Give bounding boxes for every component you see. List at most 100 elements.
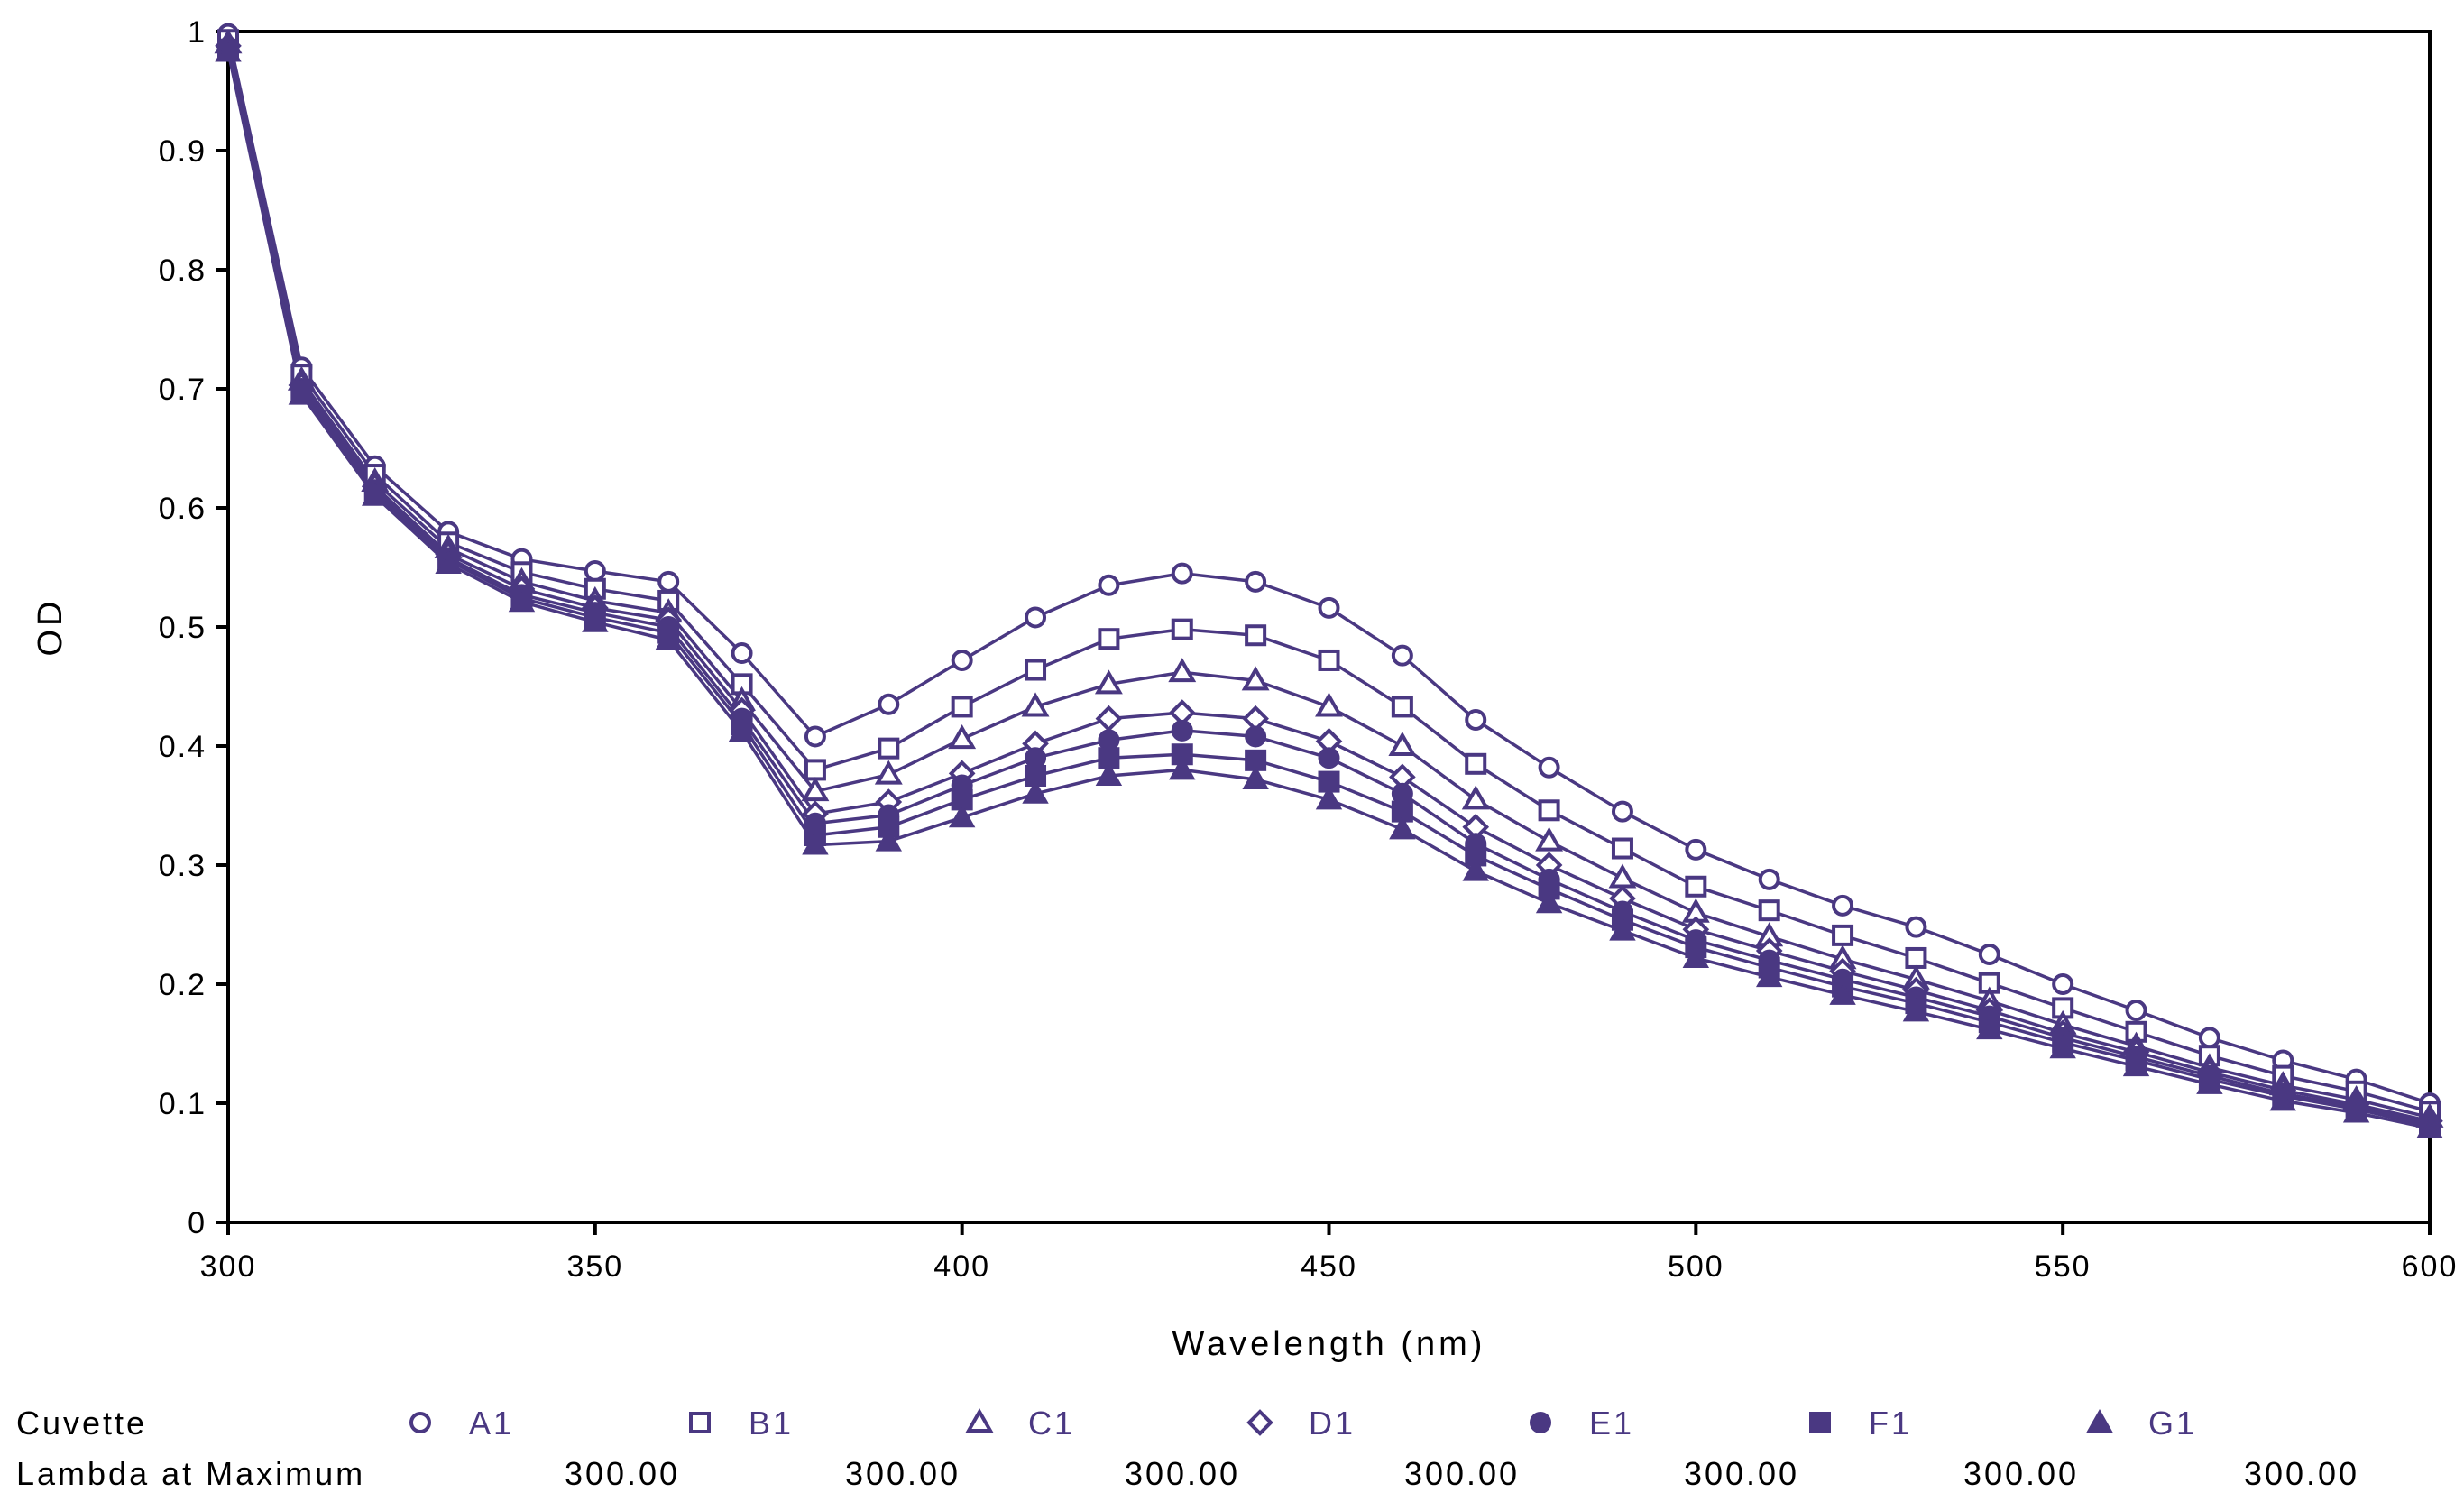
data-point-g1 xyxy=(1902,998,1930,1022)
lambda-value-b1: 300.00 xyxy=(845,1455,961,1492)
data-point-c1 xyxy=(1535,826,1564,852)
data-point-b1 xyxy=(1025,659,1047,681)
data-point-g1 xyxy=(362,482,389,506)
data-point-a1 xyxy=(1318,596,1340,619)
legend-marker-d1 xyxy=(1246,1409,1273,1436)
data-point-c1 xyxy=(1094,669,1123,695)
data-point-b1 xyxy=(1832,924,1854,946)
y-tick-label: 0.2 xyxy=(159,968,207,1002)
lambda-value-g1: 300.00 xyxy=(2244,1455,2359,1492)
data-point-a1 xyxy=(1025,606,1047,629)
chart-axes: 0 0.1 0.2 0.3 0.4 0.5 0.6 0.7 0.8 0.9 1 300 350 400 45… xyxy=(159,15,2459,1284)
data-point-g1 xyxy=(1535,889,1563,914)
data-point-e1 xyxy=(1391,782,1413,805)
data-point-g1 xyxy=(2342,1099,2370,1123)
lambda-value-a1: 300.00 xyxy=(565,1455,680,1492)
data-point-g1 xyxy=(948,804,976,828)
data-point-b1 xyxy=(804,759,826,781)
series-points-e1 xyxy=(217,37,2441,1135)
data-point-c1 xyxy=(1315,692,1343,717)
data-point-g1 xyxy=(1976,1016,2003,1040)
legend-entry-a1: A1 xyxy=(409,1405,511,1442)
data-point-a1 xyxy=(1245,570,1267,593)
y-tick-label: 0.5 xyxy=(159,611,207,645)
data-point-e1 xyxy=(1245,725,1267,748)
lambda-value-e1: 300.00 xyxy=(1684,1455,1799,1492)
legend-label-e1: E1 xyxy=(1589,1405,1634,1442)
data-point-a1 xyxy=(2052,973,2074,995)
data-point-g1 xyxy=(1315,786,1343,810)
series-line-b1 xyxy=(226,39,2431,1113)
lambda-value-d1: 300.00 xyxy=(1404,1455,1520,1492)
y-tick-label: 1 xyxy=(188,15,207,50)
legend-label-b1: B1 xyxy=(749,1405,794,1442)
legend-lambda-label: Lambda at Maximum xyxy=(16,1455,365,1492)
series-lines xyxy=(226,33,2431,1130)
legend-marker-e1 xyxy=(1530,1412,1551,1433)
data-point-g1 xyxy=(1462,857,1489,881)
data-point-g1 xyxy=(215,38,242,62)
data-point-a1 xyxy=(1538,756,1560,779)
x-tick-label: 600 xyxy=(2402,1249,2459,1284)
data-point-a1 xyxy=(951,649,973,671)
data-point-c1 xyxy=(1241,666,1270,691)
data-point-a1 xyxy=(1978,944,2000,965)
legend-label-c1: C1 xyxy=(1028,1405,1075,1442)
data-point-b1 xyxy=(1171,618,1193,640)
data-point-g1 xyxy=(728,718,756,742)
lambda-value-f1: 300.00 xyxy=(1963,1455,2079,1492)
legend-entry-b1: B1 xyxy=(689,1405,794,1442)
x-tick-label: 300 xyxy=(200,1249,257,1284)
y-tick-label: 0.6 xyxy=(159,492,207,526)
data-point-a1 xyxy=(657,570,680,593)
data-point-b1 xyxy=(1318,649,1340,671)
data-point-d1 xyxy=(1095,705,1123,732)
data-point-a1 xyxy=(2198,1027,2220,1049)
data-point-c1 xyxy=(1168,658,1197,683)
legend-entry-c1: C1 xyxy=(965,1405,1075,1442)
data-point-b1 xyxy=(1465,752,1487,775)
series-points-g1 xyxy=(215,38,2443,1138)
series-points-d1 xyxy=(215,32,2443,1135)
data-point-b1 xyxy=(1611,837,1633,860)
data-point-g1 xyxy=(802,831,829,855)
data-point-g1 xyxy=(1242,765,1269,789)
legend-marker-b1 xyxy=(689,1412,711,1433)
x-tick-label: 450 xyxy=(1301,1249,1357,1284)
data-point-g1 xyxy=(2269,1087,2296,1111)
legend: Cuvette Lambda at Maximum A1 300.00 B1 300.… xyxy=(16,1405,2359,1492)
data-point-a1 xyxy=(878,693,900,715)
legend-marker-a1 xyxy=(409,1412,431,1433)
data-point-a1 xyxy=(1611,800,1633,823)
data-point-g1 xyxy=(1755,963,1783,988)
lambda-value-c1: 300.00 xyxy=(1125,1455,1240,1492)
data-point-g1 xyxy=(508,588,536,613)
data-point-g1 xyxy=(2049,1035,2076,1059)
data-point-g1 xyxy=(1609,917,1636,941)
data-point-c1 xyxy=(1021,692,1050,717)
data-point-e1 xyxy=(1025,747,1047,769)
data-point-a1 xyxy=(731,642,753,665)
data-point-a1 xyxy=(1465,708,1487,731)
series-line-d1 xyxy=(226,45,2431,1123)
data-point-b1 xyxy=(1391,696,1413,718)
data-point-e1 xyxy=(1318,747,1340,769)
series-line-e1 xyxy=(226,48,2431,1126)
y-tick-label: 0.4 xyxy=(159,730,207,764)
data-point-b1 xyxy=(1905,946,1927,969)
legend-cuvette-label: Cuvette xyxy=(16,1405,147,1442)
data-point-a1 xyxy=(1905,916,1927,938)
data-point-a1 xyxy=(1171,562,1193,585)
y-tick-label: 0.9 xyxy=(159,134,207,169)
data-point-a1 xyxy=(1832,894,1854,917)
series-points-f1 xyxy=(217,38,2441,1138)
data-point-g1 xyxy=(875,827,903,852)
legend-entry-g1: G1 xyxy=(2086,1405,2194,1442)
data-point-b1 xyxy=(1245,624,1267,647)
data-point-b1 xyxy=(1098,628,1120,650)
data-point-g1 xyxy=(288,381,316,405)
data-point-g1 xyxy=(2416,1114,2443,1138)
data-point-c1 xyxy=(1461,785,1490,810)
series-markers xyxy=(214,23,2444,1138)
